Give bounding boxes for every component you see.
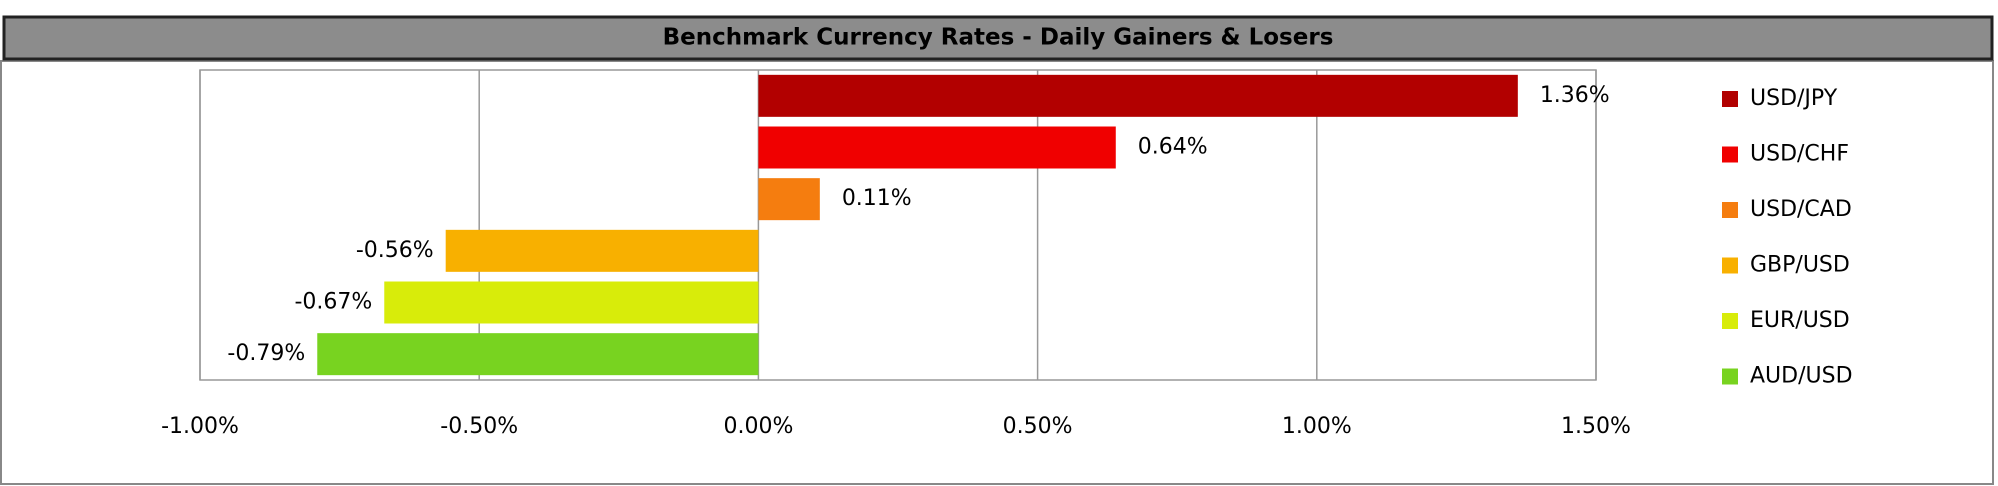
x-tick-label: 0.50% [1003, 414, 1073, 439]
data-label: -0.67% [294, 290, 372, 315]
chart-frame [0, 60, 1994, 485]
legend-label: EUR/USD [1750, 308, 1850, 333]
bar [317, 333, 759, 376]
bar [445, 229, 759, 272]
data-label: -0.56% [356, 238, 434, 263]
data-label: -0.79% [227, 341, 305, 366]
legend-swatch [1722, 257, 1738, 274]
legend-label: AUD/USD [1750, 364, 1853, 389]
x-tick-label: 0.00% [723, 414, 793, 439]
legend-swatch [1722, 313, 1738, 329]
data-label: 1.36% [1540, 83, 1610, 108]
legend-swatch [1722, 202, 1738, 218]
legend-label: USD/CAD [1750, 197, 1852, 222]
bar [758, 126, 1116, 169]
bar [758, 178, 820, 221]
x-tick-label: -1.00% [161, 414, 239, 439]
legend-label: USD/JPY [1750, 86, 1838, 111]
chart-title: Benchmark Currency Rates - Daily Gainers… [663, 25, 1334, 51]
legend-swatch [1722, 368, 1738, 385]
title-bar [2, 15, 1994, 61]
legend-swatch [1722, 91, 1738, 107]
legend-label: GBP/USD [1750, 253, 1850, 278]
legend-swatch [1722, 146, 1738, 163]
legend-label: USD/CHF [1750, 142, 1849, 167]
data-label: 0.11% [842, 186, 912, 211]
bar [384, 281, 759, 324]
bar [758, 74, 1518, 117]
x-tick-label: 1.00% [1282, 414, 1352, 439]
data-label: 0.64% [1138, 135, 1208, 160]
x-tick-label: -0.50% [440, 414, 518, 439]
x-tick-label: 1.50% [1561, 414, 1631, 439]
